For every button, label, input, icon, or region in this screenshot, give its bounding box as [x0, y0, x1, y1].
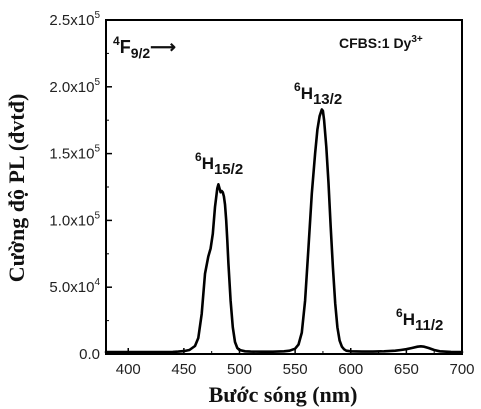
y-axis-ticks: 0.0 5.0x104 1.0x105 1.5x105 2.0x105 2.5x105 [49, 10, 112, 363]
peak-label-6h15-2: 6H15/2 [195, 150, 243, 178]
y-axis-title: Cường độ PL (đvtđ) [4, 94, 29, 283]
y-tick-label: 1.5x105 [49, 144, 100, 163]
y-tick-label: 2.5x105 [49, 10, 100, 29]
plot-frame [105, 19, 463, 355]
peak-label-6h13-2: 6H13/2 [294, 80, 342, 108]
y-tick-label: 1.0x105 [49, 210, 100, 229]
y-tick-label: 5.0x104 [49, 277, 100, 296]
peak-label-6h11-2: 6H11/2 [396, 306, 443, 334]
x-tick-label: 700 [449, 361, 474, 378]
spectrum-line [104, 108, 464, 354]
sample-label: CFBS:1 Dy3+ [339, 34, 423, 51]
x-tick-label: 450 [171, 361, 196, 378]
transition-label-4f9-2: 4F9/2⟶ [113, 34, 176, 61]
y-tick-label: 2.0x105 [49, 77, 100, 96]
x-tick-label: 550 [283, 361, 308, 378]
x-axis-title: Bước sóng (nm) [209, 382, 358, 407]
y-tick-label: 0.0 [79, 346, 100, 363]
x-axis-ticks: 400 450 500 550 600 650 700 [116, 348, 475, 378]
x-tick-label: 400 [116, 361, 141, 378]
x-tick-label: 650 [394, 361, 419, 378]
x-tick-label: 600 [338, 361, 363, 378]
x-tick-label: 500 [227, 361, 252, 378]
